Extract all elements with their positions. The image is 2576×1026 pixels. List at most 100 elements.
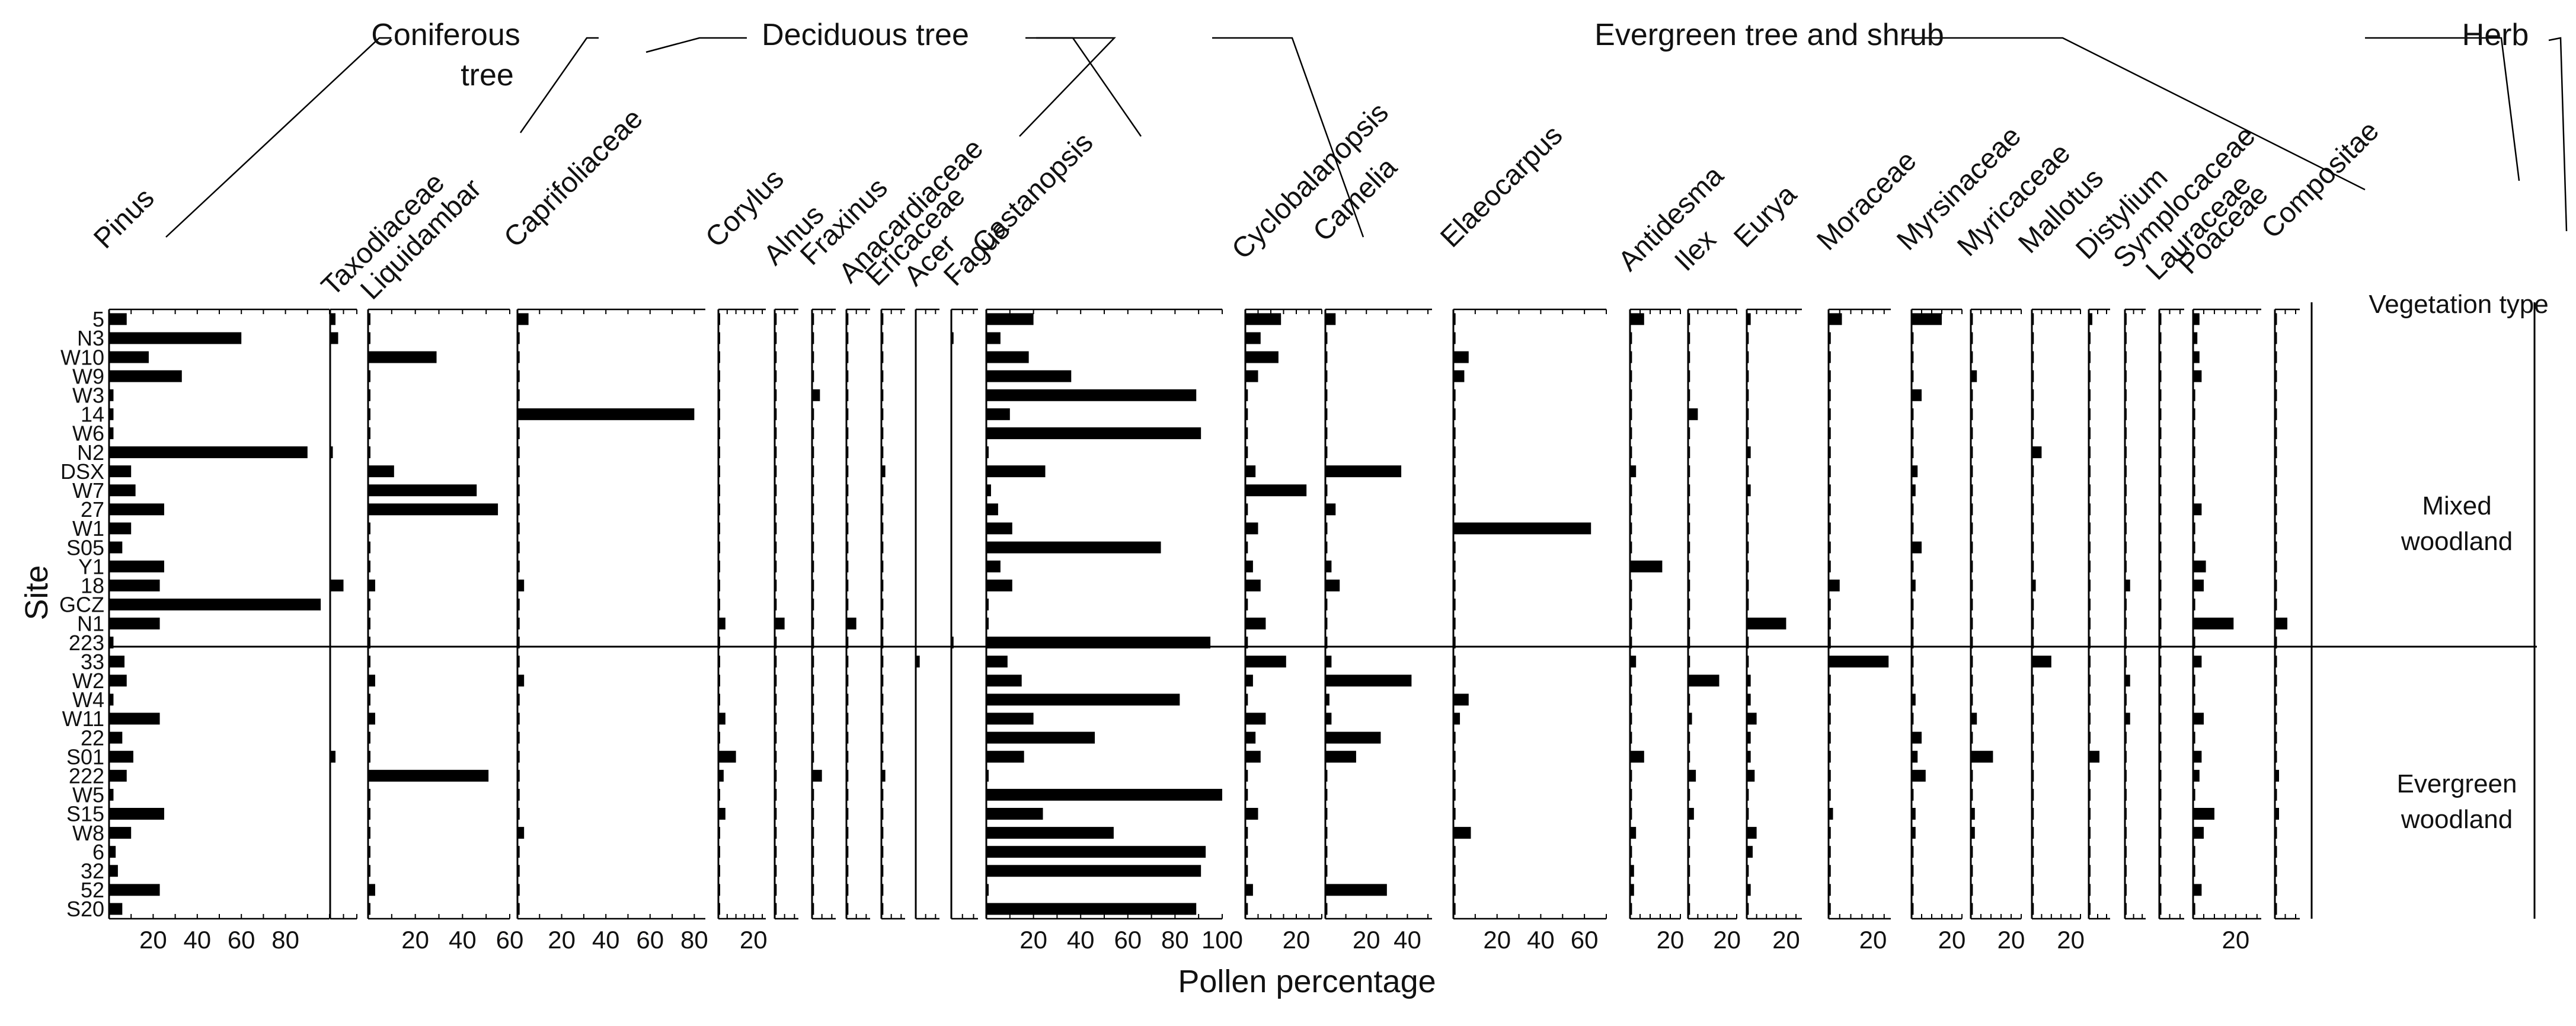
- bar-taxodiaceae-n2: [330, 446, 333, 459]
- bar-pinus-w5: [109, 788, 114, 801]
- bar-alnus-w10: [775, 351, 777, 363]
- bar-myricaceae-y1: [1971, 560, 1973, 573]
- bar-fraxinus-32: [812, 865, 814, 877]
- bar-caprifoliaceae-6: [517, 846, 520, 858]
- site-labels: 5N3W10W9W314W6N2DSXW727W1S05Y118GCZN1223…: [59, 307, 104, 921]
- bar-anacardiaceae-w1: [846, 522, 849, 535]
- bar-pinus-w1: [109, 522, 132, 535]
- bar-antidesma-w2: [1630, 675, 1632, 687]
- bar-caprifoliaceae-w11: [517, 712, 520, 725]
- site-label-s05: S05: [66, 535, 104, 560]
- bar-symplocaceae-18: [2125, 579, 2130, 592]
- bar-distylium-22: [2089, 731, 2091, 744]
- bar-ilex-w6: [1688, 427, 1690, 439]
- bar-moraceae-33: [1829, 656, 1889, 668]
- bar-antidesma-w4: [1630, 693, 1632, 706]
- tick-label-castanopsis: 80: [1161, 926, 1189, 954]
- tick-label-ilex: 20: [1713, 926, 1741, 954]
- bar-myrsinaceae-14: [1912, 408, 1914, 420]
- group-label-evergreen-tree-and-shrub: Evergreen tree and shrub: [1594, 18, 1944, 52]
- bar-myrsinaceae-33: [1912, 656, 1914, 668]
- bar-eurya-52: [1747, 884, 1751, 896]
- bar-castanopsis-w4: [986, 693, 1180, 706]
- group-label-deciduous-tree: Deciduous tree: [762, 18, 969, 52]
- bar-myrsinaceae-w5: [1912, 788, 1914, 801]
- bar-lauraceae-w6: [2159, 427, 2162, 439]
- bar-compositae-w4: [2275, 693, 2277, 706]
- bar-poaceae-y1: [2193, 560, 2206, 573]
- tick-label-liquidambar: 20: [401, 926, 429, 954]
- bar-liquidambar-n3: [368, 332, 370, 344]
- bar-fraxinus-222: [812, 769, 822, 782]
- bar-ilex-w3: [1688, 389, 1690, 401]
- tick-label-antidesma: 20: [1657, 926, 1685, 954]
- site-label-w7: W7: [72, 478, 104, 503]
- bar-eurya-w6: [1747, 427, 1749, 439]
- bar-antidesma-27: [1630, 503, 1632, 516]
- bar-elaeocarpus-gcz: [1453, 598, 1456, 611]
- bar-distylium-w7: [2089, 484, 2091, 497]
- bar-pinus-w4: [109, 693, 114, 706]
- bar-symplocaceae-w6: [2125, 427, 2127, 439]
- bar-myrsinaceae-n3: [1912, 332, 1914, 344]
- bar-corylus-w6: [718, 427, 720, 439]
- bar-moraceae-s05: [1829, 541, 1831, 554]
- bar-myricaceae-52: [1971, 884, 1973, 896]
- bar-caprifoliaceae-s05: [517, 541, 520, 554]
- bar-distylium-w5: [2089, 788, 2091, 801]
- bar-moraceae-w10: [1829, 351, 1831, 363]
- bar-compositae-w1: [2275, 522, 2277, 535]
- bar-elaeocarpus-33: [1453, 656, 1456, 668]
- site-label-w9: W9: [72, 364, 104, 388]
- bar-anacardiaceae-s15: [846, 808, 849, 820]
- bar-symplocaceae-w4: [2125, 693, 2127, 706]
- bar-eurya-w1: [1747, 522, 1749, 535]
- bar-anacardiaceae-14: [846, 408, 849, 420]
- bar-corylus-w1: [718, 522, 720, 535]
- bar-symplocaceae-n2: [2125, 446, 2127, 459]
- bar-ilex-22: [1688, 731, 1690, 744]
- bar-distylium-222: [2089, 769, 2091, 782]
- bar-ilex-w1: [1688, 522, 1690, 535]
- bar-moraceae-n1: [1829, 618, 1831, 629]
- bar-liquidambar-5: [368, 313, 370, 325]
- bar-lauraceae-s05: [2159, 541, 2162, 554]
- bar-liquidambar-w2: [368, 675, 375, 687]
- bar-antidesma-14: [1630, 408, 1632, 420]
- bar-caprifoliaceae-n3: [517, 332, 520, 344]
- bar-ericaceae-52: [881, 884, 884, 896]
- tick-label-liquidambar: 60: [496, 926, 524, 954]
- bar-fraxinus-5: [812, 313, 814, 325]
- bar-moraceae-n2: [1829, 446, 1831, 459]
- taxon-label-compositae: Compositae: [2255, 115, 2385, 245]
- bar-mallotus-n2: [2032, 446, 2042, 459]
- bar-ilex-18: [1688, 579, 1690, 592]
- bar-camelia-w10: [1325, 351, 1328, 363]
- group-connector-line: [1019, 37, 1116, 137]
- bar-myricaceae-6: [1971, 846, 1973, 858]
- bar-cyclobalanopsis-w3: [1245, 389, 1248, 401]
- site-label-gcz: GCZ: [59, 593, 104, 617]
- bar-cyclobalanopsis-w7: [1245, 484, 1307, 497]
- group-connector-line: [519, 37, 599, 133]
- bar-castanopsis-gcz: [986, 598, 989, 611]
- bar-castanopsis-dsx: [986, 465, 1046, 478]
- bar-ericaceae-223: [881, 637, 884, 649]
- bar-elaeocarpus-52: [1453, 884, 1456, 896]
- bar-poaceae-dsx: [2193, 465, 2195, 478]
- bar-alnus-5: [775, 313, 777, 325]
- bar-myricaceae-s01: [1971, 750, 1993, 763]
- site-label-w8: W8: [72, 821, 104, 845]
- bar-caprifoliaceae-w7: [517, 484, 520, 497]
- bar-liquidambar-s01: [368, 750, 370, 763]
- bar-corylus-w8: [718, 827, 720, 839]
- bar-eurya-w7: [1747, 484, 1751, 497]
- bar-myricaceae-27: [1971, 503, 1973, 516]
- bar-distylium-32: [2089, 865, 2091, 877]
- bar-lauraceae-52: [2159, 884, 2162, 896]
- bar-poaceae-223: [2193, 637, 2195, 649]
- bar-compositae-s15: [2275, 808, 2279, 820]
- bar-castanopsis-32: [986, 865, 1201, 877]
- bar-pinus-18: [109, 579, 160, 592]
